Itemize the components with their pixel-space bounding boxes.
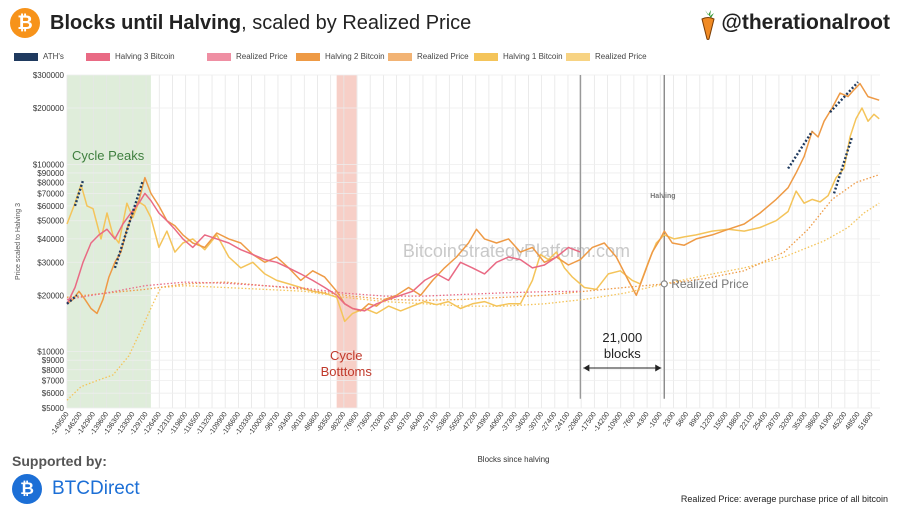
y-tick-label: $90000 — [37, 169, 64, 178]
y-tick-label: $30000 — [37, 258, 64, 267]
series-line — [66, 174, 880, 301]
watermark: BitcoinStrategyPlatform.com — [403, 241, 630, 261]
sponsor-logo[interactable]: ₿ BTCDirect — [12, 474, 162, 508]
y-tick-label: $100000 — [33, 160, 65, 169]
legend-item: Realized Price — [388, 50, 469, 64]
legend-item: Halving 2 Bitcoin — [296, 50, 385, 64]
legend-item: ATH's — [14, 50, 64, 64]
supported-by-label: Supported by: — [12, 453, 107, 469]
ath-marker — [113, 180, 145, 269]
y-tick-label: $10000 — [37, 348, 64, 357]
ath-marker — [829, 81, 859, 113]
legend-item: Realized Price — [566, 50, 647, 64]
y-tick-label: $300000 — [33, 71, 65, 80]
shaded-region — [67, 75, 151, 408]
y-tick-label: $9000 — [42, 356, 65, 365]
legend-item: Halving 3 Bitcoin — [86, 50, 175, 64]
y-tick-label: $200000 — [33, 104, 65, 113]
blocks-distance-label: blocks — [604, 346, 641, 361]
legend-item: Halving 1 Bitcoin — [474, 50, 563, 64]
y-tick-label: $50000 — [37, 217, 64, 226]
x-axis-label: Blocks since halving — [477, 455, 549, 464]
legend-swatch — [566, 52, 590, 61]
chart-title: Blocks until Halving, scaled by Realized… — [50, 12, 471, 35]
halving-label: Halving — [650, 193, 675, 200]
blocks-distance-label: 21,000 — [602, 330, 642, 345]
carrot-icon — [701, 10, 715, 40]
distance-arrow-head — [583, 364, 590, 372]
y-tick-label: $6000 — [42, 389, 65, 398]
chart-title-bold: Blocks until Halving — [50, 12, 242, 34]
ath-marker — [787, 130, 814, 170]
series-line — [66, 281, 581, 301]
series-line — [66, 202, 880, 401]
y-tick-label: $20000 — [37, 291, 64, 300]
legend-swatch — [296, 52, 320, 61]
y-tick-label: $40000 — [37, 235, 64, 244]
x-tick-label: 5600 — [674, 410, 691, 428]
bitcoin-logo-icon: ₿ — [10, 8, 40, 38]
series-line — [66, 107, 880, 323]
y-tick-label: $80000 — [37, 179, 64, 188]
x-tick-label: -1000 — [646, 410, 664, 430]
sponsor-name: BTCDirect — [52, 478, 140, 499]
ath-marker — [73, 180, 85, 207]
cycle-bottoms-label: Botttoms — [321, 364, 373, 379]
legend-swatch — [474, 52, 498, 61]
legend-label: Realized Price — [595, 52, 647, 61]
y-tick-label: $5000 — [42, 404, 65, 413]
legend-item: Realized Price — [207, 50, 288, 64]
cycle-bottoms-label: Cycle — [330, 348, 363, 363]
y-tick-label: $70000 — [37, 189, 64, 198]
author-handle: @therationalroot — [721, 11, 890, 34]
legend-swatch — [86, 52, 110, 61]
y-axis-label: Price scaled to Halving 3 — [15, 203, 22, 280]
y-tick-label: $7000 — [42, 377, 65, 386]
realized-price-footnote: Realized Price: average purchase price o… — [680, 494, 888, 504]
realized-price-label: Realized Price — [671, 277, 749, 291]
legend-label: Halving 1 Bitcoin — [503, 52, 563, 61]
chart: BitcoinStrategyPlatform.com $300000 $20000… — [15, 71, 880, 464]
series-line — [66, 82, 880, 315]
legend-label: Halving 2 Bitcoin — [325, 52, 385, 61]
ath-marker — [832, 136, 854, 194]
legend-swatch — [14, 52, 38, 61]
chart-title-rest: , scaled by Realized Price — [241, 12, 472, 34]
y-tick-label: $60000 — [37, 202, 64, 211]
series-line — [66, 192, 581, 312]
distance-arrow-head — [655, 364, 662, 372]
header: ₿ Blocks until Halving, scaled by Realiz… — [10, 8, 890, 42]
shaded-region — [336, 75, 357, 408]
legend-label: ATH's — [43, 52, 64, 61]
btcdirect-logo-icon: ₿ — [12, 474, 42, 504]
y-tick-label: $8000 — [42, 366, 65, 375]
cycle-peaks-label: Cycle Peaks — [72, 148, 145, 163]
x-tick-label: 2300 — [661, 410, 678, 428]
legend-label: Realized Price — [417, 52, 469, 61]
realized-price-marker — [660, 280, 668, 288]
legend-label: Realized Price — [236, 52, 288, 61]
legend-swatch — [388, 52, 412, 61]
legend: ATH's Halving 3 Bitcoin Realized Price Halv… — [14, 50, 894, 64]
legend-swatch — [207, 52, 231, 61]
legend-label: Halving 3 Bitcoin — [115, 52, 175, 61]
